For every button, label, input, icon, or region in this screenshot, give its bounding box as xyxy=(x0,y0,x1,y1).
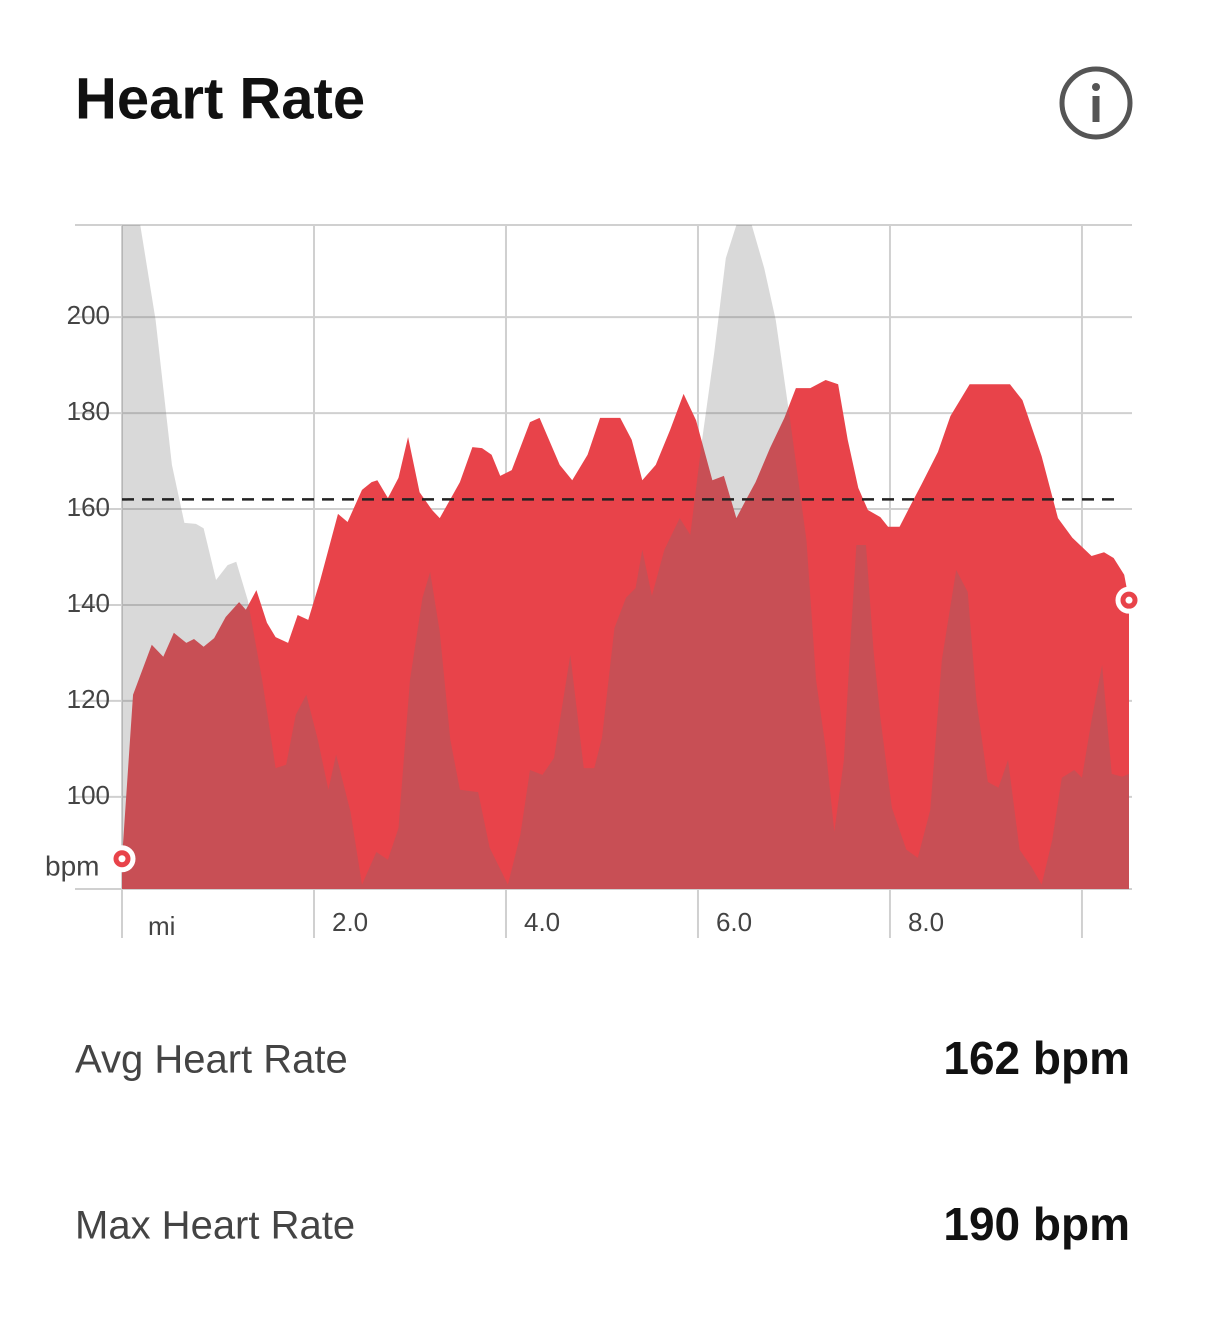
x-tick-label: 4.0 xyxy=(524,907,560,937)
stat-value: 162 bpm xyxy=(943,1032,1130,1084)
stat-label: Avg Heart Rate xyxy=(75,1038,348,1082)
y-axis-label: bpm xyxy=(45,850,99,881)
end-marker-dot xyxy=(118,855,126,863)
y-tick-label: 120 xyxy=(67,684,110,714)
stat-label: Max Heart Rate xyxy=(75,1204,355,1248)
page-title: Heart Rate xyxy=(75,66,365,131)
y-tick-label: 180 xyxy=(67,396,110,426)
end-marker-dot xyxy=(1125,596,1133,604)
y-tick-label: 100 xyxy=(67,780,110,810)
y-tick-label: 140 xyxy=(67,588,110,618)
x-tick-label: 2.0 xyxy=(332,907,368,937)
area xyxy=(122,225,1129,889)
x-tick-label: 6.0 xyxy=(716,907,752,937)
y-tick-label: 200 xyxy=(67,300,110,330)
x-tick-label: mi xyxy=(148,911,175,941)
x-tick-label: 8.0 xyxy=(908,907,944,937)
stat-value: 190 bpm xyxy=(943,1198,1130,1250)
info-button[interactable] xyxy=(1059,66,1133,140)
area xyxy=(122,379,1129,889)
y-tick-label: 160 xyxy=(67,492,110,522)
